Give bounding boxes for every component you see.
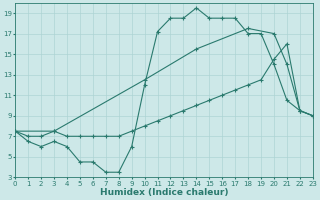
X-axis label: Humidex (Indice chaleur): Humidex (Indice chaleur) bbox=[100, 188, 228, 197]
